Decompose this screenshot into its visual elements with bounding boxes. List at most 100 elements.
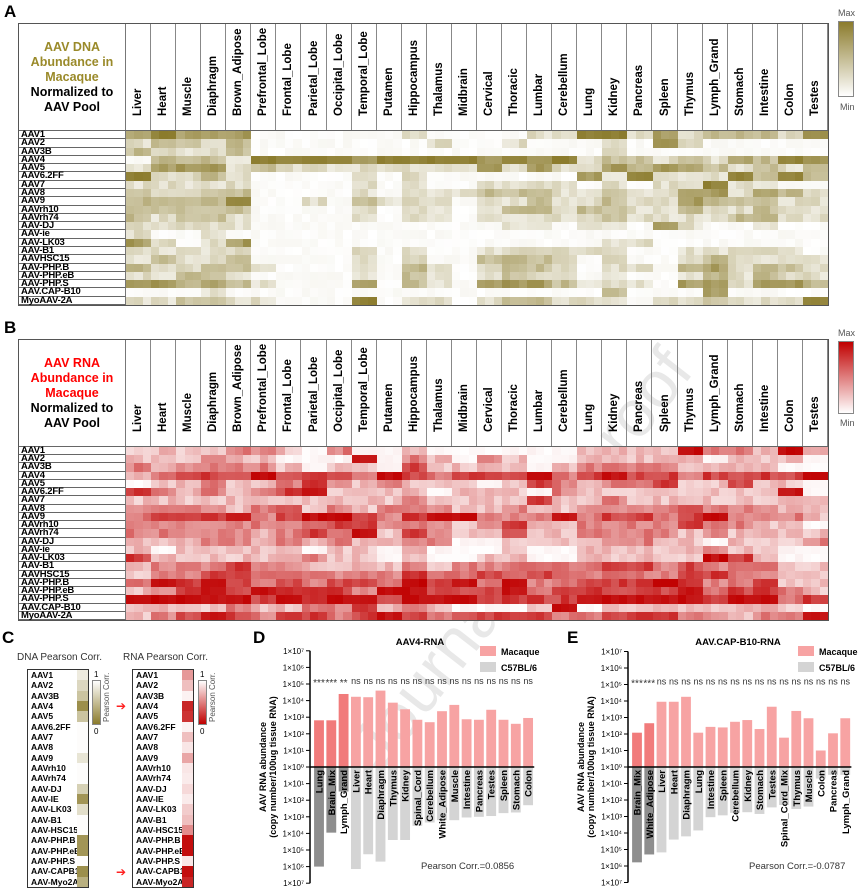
- heatmap-cell: [819, 263, 829, 273]
- category-label: Thymus: [792, 770, 803, 806]
- heatmap-cell: [719, 180, 729, 190]
- heatmap-cell: [385, 205, 394, 215]
- category-label: White_Adipose: [438, 770, 449, 839]
- heatmap-cell: [794, 164, 804, 173]
- heatmap-cell: [176, 222, 185, 231]
- heatmap-cell: [644, 247, 653, 256]
- heatmap-cell: [819, 172, 829, 182]
- heatmap-cell: [159, 271, 169, 281]
- heatmap-cell: [318, 172, 328, 182]
- heatmap-cell: [685, 164, 695, 173]
- heatmap-cell: [777, 247, 787, 256]
- heatmap-cell: [251, 247, 261, 256]
- category-label: Kidney: [743, 769, 754, 801]
- heatmap-cell: [477, 172, 486, 182]
- heatmap-cell: [268, 139, 277, 149]
- heatmap-cell: [777, 164, 787, 173]
- heatmap-cell: [360, 230, 369, 240]
- heatmap-cell: [777, 238, 787, 248]
- heatmap-cell: [535, 189, 545, 198]
- macaque-bar: [730, 721, 740, 767]
- heatmap-cell: [727, 205, 737, 215]
- heatmap-cell: [226, 139, 236, 149]
- heatmap-cell: [385, 197, 394, 207]
- heatmap-cell: [134, 139, 144, 149]
- heatmap-cell: [727, 271, 737, 281]
- heatmap-cell: [276, 205, 286, 215]
- heatmap-cell: [293, 189, 302, 198]
- heatmap-cell: [777, 222, 787, 231]
- heatmap-cell: [577, 255, 587, 265]
- heatmap-cell: [443, 180, 453, 190]
- heatmap-cell: [644, 263, 653, 273]
- heatmap-cell: [251, 255, 261, 265]
- heatmap-cell: [184, 180, 194, 190]
- heatmap-cell: [610, 180, 620, 190]
- heatmap-cell: [401, 222, 411, 231]
- heatmap-cell: [334, 180, 344, 190]
- heatmap-cell: [802, 230, 812, 240]
- heatmap-cell: [217, 164, 227, 173]
- heatmap-cell: [627, 155, 637, 165]
- heatmap-cell: [527, 255, 536, 265]
- heatmap-cell: [518, 247, 528, 256]
- heatmap-cell: [134, 222, 144, 231]
- heatmap-cell: [493, 205, 503, 215]
- heatmap-cell: [201, 271, 211, 281]
- heatmap-cell: [318, 139, 328, 149]
- heatmap-cell: [209, 230, 219, 240]
- heatmap-cell: [309, 230, 319, 240]
- heatmap-cell: [502, 238, 511, 248]
- heatmap-cell: [426, 147, 436, 157]
- macaque-bar: [632, 732, 642, 767]
- heatmap-cell: [761, 131, 770, 140]
- heatmap-cell: [518, 238, 528, 248]
- category-label: Liver: [657, 770, 668, 793]
- heatmap-cell: [426, 255, 436, 265]
- heatmap-cell: [268, 238, 277, 248]
- heatmap-cell: [560, 222, 570, 231]
- heatmap-cell: [669, 255, 679, 265]
- heatmap-cell: [702, 238, 712, 248]
- heatmap-cell: [660, 147, 670, 157]
- heatmap-cell: [343, 164, 353, 173]
- row-label: AAV-PHP.S: [19, 279, 126, 289]
- heatmap-cell: [769, 222, 779, 231]
- heatmap-cell: [268, 205, 277, 215]
- heatmap-cell: [276, 155, 286, 165]
- heatmap-cell: [176, 155, 185, 165]
- heatmap-cell: [301, 263, 311, 273]
- heatmap-cell: [268, 222, 277, 231]
- heatmap-cell: [477, 255, 486, 265]
- heatmap-cell: [385, 172, 394, 182]
- heatmap-cell: [334, 197, 344, 207]
- heatmap-cell: [351, 213, 361, 223]
- heatmap-cell: [744, 263, 754, 273]
- heatmap-cell: [518, 147, 528, 157]
- heatmap-cell: [259, 222, 269, 231]
- heatmap-cell: [343, 180, 353, 190]
- heatmap-cell: [435, 230, 445, 240]
- heatmap-cell: [343, 147, 353, 157]
- heatmap-cell: [510, 180, 520, 190]
- heatmap-cell: [443, 131, 453, 140]
- heatmap-cell: [819, 230, 829, 240]
- heatmap-cell: [669, 172, 679, 182]
- heatmap-cell: [351, 238, 361, 248]
- macaque-bar: [437, 711, 447, 767]
- heatmap-cell: [276, 147, 286, 157]
- heatmap-cell: [711, 255, 720, 265]
- heatmap-cell: [802, 271, 812, 281]
- heatmap-cell: [309, 164, 319, 173]
- heatmap-cell: [669, 147, 679, 157]
- heatmap-cell: [251, 147, 261, 157]
- heatmap-cell: [184, 189, 194, 198]
- heatmap-cell: [376, 213, 386, 223]
- y-tick-label: 1×10⁰: [601, 763, 622, 772]
- heatmap-cell: [577, 230, 587, 240]
- heatmap-cell: [493, 222, 503, 231]
- heatmap-cell: [443, 155, 453, 165]
- heatmap-cell: [736, 255, 745, 265]
- heatmap-cell: [660, 263, 670, 273]
- heatmap-cell: [309, 189, 319, 198]
